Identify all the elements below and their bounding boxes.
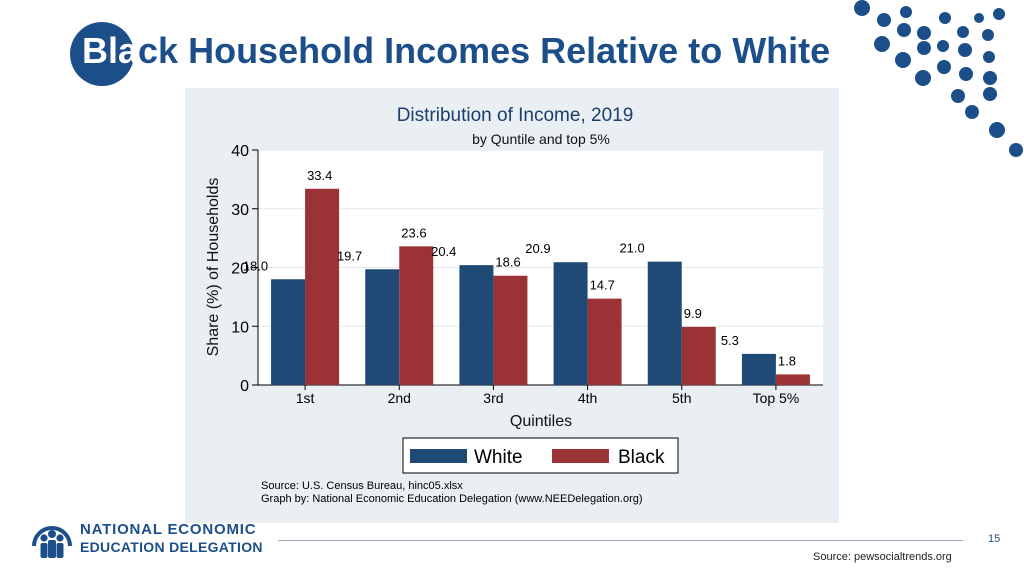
chart-source-line2: Graph by: National Economic Education De…	[261, 493, 643, 505]
legend-swatch-white	[410, 449, 467, 463]
slide-title-head: Bla	[82, 30, 139, 71]
bar-black	[681, 326, 716, 385]
y-tick-label: 0	[240, 378, 249, 395]
slide-title-tail: ck Household Incomes Relative to White	[138, 30, 831, 71]
decorative-dot	[982, 29, 994, 41]
footer-divider	[278, 540, 963, 541]
bar-white	[365, 269, 400, 385]
decorative-dot	[937, 40, 949, 52]
decorative-dot	[900, 6, 912, 18]
x-tick-label: 2nd	[388, 390, 411, 406]
x-axis-title: Quintiles	[510, 413, 572, 430]
x-tick-label: 3rd	[483, 390, 503, 406]
chart-subtitle: by Quntile and top 5%	[472, 131, 610, 147]
x-tick-label: 4th	[578, 390, 597, 406]
bar-black	[775, 374, 810, 385]
data-label-white: 20.4	[431, 244, 456, 259]
decorative-dot	[917, 41, 931, 55]
data-label-white: 18.0	[243, 258, 268, 273]
slide-source: Source: pewsocialtrends.org	[813, 551, 952, 563]
bar-white	[553, 262, 588, 385]
data-label-black: 1.8	[778, 353, 796, 368]
decorative-dot	[993, 8, 1005, 20]
title-circle-accent	[70, 22, 134, 86]
decorative-dot	[915, 70, 931, 86]
slide-title: Black Household Incomes Relative to Whit…	[82, 30, 830, 72]
data-label-white: 21.0	[619, 241, 644, 256]
y-tick-label: 40	[231, 143, 249, 160]
bar-white	[271, 279, 306, 385]
income-bar-chart: 0 10 20 30 40 18.0 33.4 19.7 23.6 20.4 18.6 20.9 14…	[205, 105, 823, 505]
legend-swatch-black	[552, 449, 609, 463]
need-logo: NATIONAL ECONOMIC EDUCATION DELEGATION	[30, 518, 270, 564]
data-label-white: 20.9	[525, 241, 550, 256]
bar-black	[587, 298, 622, 385]
decorative-dot	[959, 67, 973, 81]
y-tick-label: 20	[231, 261, 249, 278]
y-tick-label: 10	[231, 319, 249, 336]
decorative-dot	[895, 52, 911, 68]
data-label-black: 23.6	[401, 225, 426, 240]
chart-title: Distribution of Income, 2019	[397, 105, 634, 126]
data-label-black: 33.4	[307, 168, 332, 183]
decorative-dot	[974, 13, 984, 23]
decorative-dots	[854, 0, 1023, 157]
bar-white	[459, 265, 494, 385]
decorative-dot	[877, 13, 891, 27]
data-label-black: 9.9	[684, 306, 702, 321]
decorative-dot	[874, 36, 890, 52]
legend-label-black: Black	[618, 447, 665, 468]
decorative-dot	[917, 26, 931, 40]
data-label-white: 19.7	[337, 248, 362, 263]
chart-source-line1: Source: U.S. Census Bureau, hinc05.xlsx	[261, 480, 463, 492]
bar-white	[647, 261, 682, 385]
y-axis-title: Share (%) of Households	[205, 178, 222, 357]
bar-white	[741, 353, 776, 385]
x-tick-label: 5th	[672, 390, 691, 406]
data-label-black: 14.7	[590, 278, 615, 293]
decorative-dot	[989, 122, 1005, 138]
page-number: 15	[988, 533, 1001, 545]
decorative-dot	[938, 62, 950, 74]
decorative-dot	[983, 71, 997, 85]
decorative-dot	[1009, 143, 1023, 157]
bar-black	[493, 275, 528, 385]
decorative-dot	[854, 0, 870, 16]
x-tick-label: 1st	[296, 390, 315, 406]
bar-black	[305, 188, 340, 385]
decorative-dot	[958, 43, 972, 57]
decorative-dot	[939, 12, 951, 24]
decorative-dot	[951, 89, 965, 103]
decorative-dot	[983, 51, 995, 63]
bar-black	[399, 246, 434, 385]
legend: White Black	[402, 437, 679, 474]
decorative-dot	[965, 105, 979, 119]
x-tick-label: Top 5%	[753, 390, 800, 406]
data-label-white: 5.3	[721, 333, 739, 348]
y-tick-label: 30	[231, 202, 249, 219]
people-globe-icon	[32, 526, 72, 558]
legend-label-white: White	[474, 447, 523, 468]
data-label-black: 18.6	[495, 255, 520, 270]
logo-text-line1: NATIONAL ECONOMIC	[80, 521, 257, 538]
decorative-dot	[957, 26, 969, 38]
decorative-dot	[983, 87, 997, 101]
logo-text-line2: EDUCATION DELEGATION	[80, 539, 263, 555]
chart-panel: 0 10 20 30 40 18.0 33.4 19.7 23.6 20.4 18.6 20.9 14…	[185, 88, 839, 523]
decorative-dot	[897, 23, 911, 37]
